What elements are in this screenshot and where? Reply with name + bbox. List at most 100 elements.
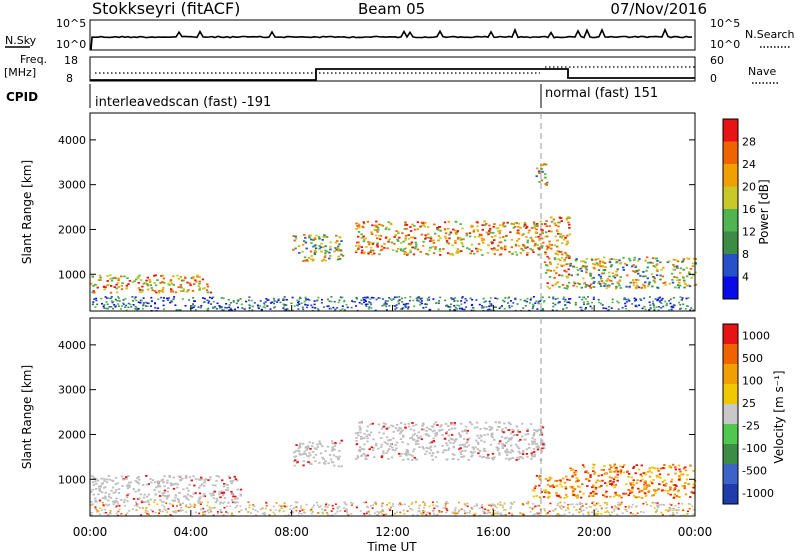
scatter-point [539,475,542,477]
scatter-point [674,484,677,486]
scatter-point [377,514,380,516]
scatter-point [516,445,519,448]
scatter-point [439,425,442,428]
colorbar-swatch [723,209,738,232]
scatter-point [549,263,552,265]
scatter-point [292,507,295,510]
scatter-point [452,511,454,514]
scatter-point [143,501,146,503]
scatter-point [564,487,568,490]
scatter-point [471,508,474,510]
scatter-point [637,279,640,281]
scatter-point [372,447,375,449]
scatter-point [579,490,582,493]
scatter-point [120,513,123,515]
scatter-point [221,494,225,497]
scatter-point [91,488,94,491]
scatter-point [605,307,608,310]
scatter-point [637,468,641,471]
scatter-point [498,253,502,256]
scatter-point [466,438,469,441]
scatter-point [477,235,480,238]
scatter-point [401,503,404,506]
scatter-point [679,308,681,310]
scatter-point [125,284,129,287]
scatter-point [692,508,695,511]
scatter-point [162,494,165,497]
scatter-point [642,502,645,505]
scatter-point [498,241,501,244]
scatter-point [110,300,113,302]
scatter-point [646,266,649,269]
scatter-point [549,269,552,272]
scatter-point [494,306,497,308]
scatter-point [132,488,135,490]
scatter-point [528,447,531,449]
x-tick-label: 16:00 [476,525,511,539]
scatter-point [591,259,594,261]
scatter-point [562,477,565,480]
scatter-point [502,225,505,228]
scatter-point [481,254,484,256]
scatter-point [563,238,566,241]
scatter-point [684,308,687,310]
scatter-point [600,507,603,510]
scatter-point [137,489,140,492]
scatter-point [434,246,437,248]
scatter-point [156,503,159,506]
scatter-point [583,466,586,468]
scatter-point [643,305,646,308]
scatter-point [538,302,540,305]
scatter-point [145,301,147,304]
scatter-point [484,300,487,303]
scatter-point [527,443,531,446]
scatter-point [105,503,108,506]
colorbar-tick-label: 1000 [742,329,770,342]
scatter-point [683,485,686,488]
scatter-point [403,423,407,426]
scatter-point [669,509,672,511]
time-axis-label: Time UT [366,540,417,554]
scatter-point [662,305,665,308]
scatter-point [497,448,500,450]
scatter-point [360,251,364,254]
scatter-point [526,430,529,432]
scatter-point [438,300,441,302]
scatter-point [177,499,180,502]
scatter-point [690,491,693,494]
scatter-point [493,247,496,250]
scatter-point [368,306,371,308]
scatter-point [297,308,300,310]
scatter-point [445,501,448,503]
scatter-point [395,296,398,298]
scatter-point [656,502,659,504]
scatter-point [234,478,238,481]
scatter-point [179,479,183,482]
scatter-point [126,485,129,487]
scatter-point [433,507,436,510]
scatter-point [453,422,456,424]
scatter-point [399,427,402,430]
scatter-point [468,421,472,423]
scatter-point [550,230,553,233]
scatter-point [386,436,389,439]
scatter-point [678,476,681,478]
scatter-point [322,306,325,308]
scatter-point [173,296,176,298]
scatter-point [114,483,117,485]
scatter-point [305,446,308,448]
scatter-point [103,288,106,291]
scatter-point [599,283,602,285]
scatter-point [113,286,116,288]
scatter-point [613,276,617,279]
scatter-point [404,221,407,224]
scatter-point [226,512,229,514]
scatter-point [665,482,668,485]
scatter-point [313,244,317,247]
scatter-point [304,298,307,300]
scatter-point [591,307,594,310]
scatter-point [597,282,600,284]
scatter-point [544,235,547,238]
scatter-point [248,304,251,307]
scatter-point [386,449,390,452]
